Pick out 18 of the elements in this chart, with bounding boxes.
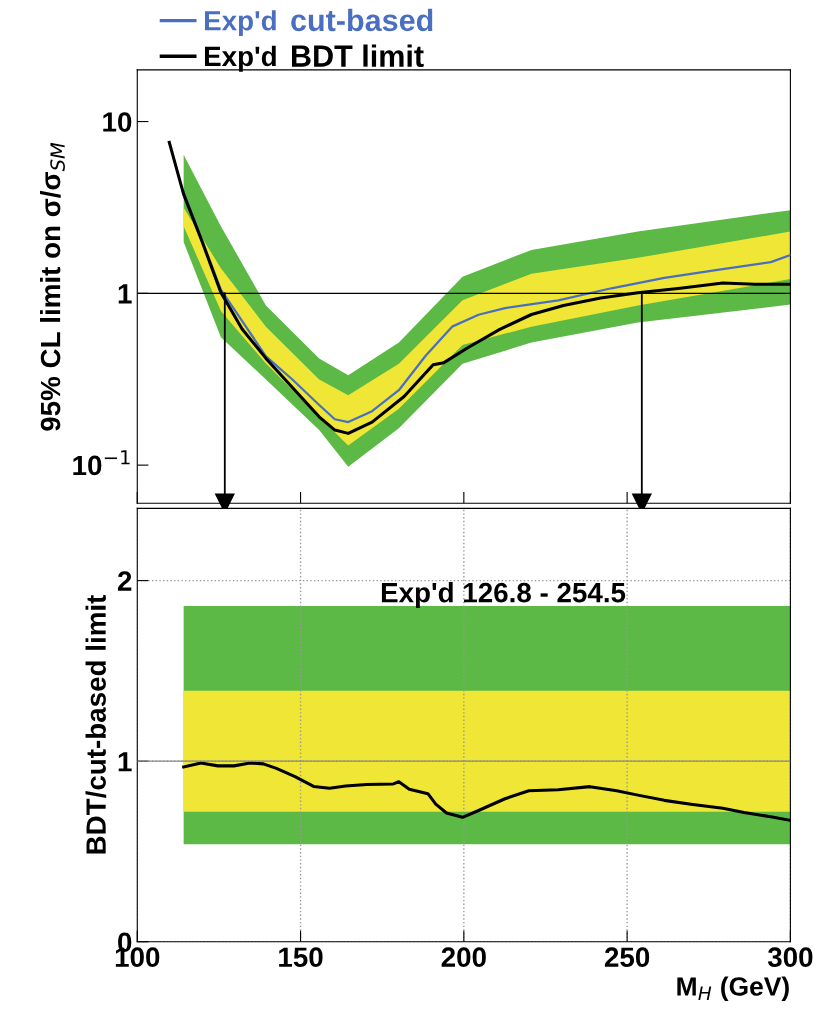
x-tick-label: 300 [767, 947, 813, 968]
x-axis-title: M$_{H}$ (GeV) [677, 976, 789, 1002]
x-tick-label: 250 [604, 947, 650, 968]
y-tick-label: 2 [117, 571, 132, 591]
y-tick-label: 1 [118, 752, 132, 772]
text: cut-based [291, 8, 433, 32]
annotation: Exp'd 126.8 - 254.5 [381, 582, 626, 608]
text: BDT limit [292, 44, 424, 67]
legend-label: Exp'd [204, 10, 276, 37]
line-series [182, 190, 791, 424]
x-tick-label: 150 [279, 947, 323, 968]
y-axis-title: BDT/cut-based limit [85, 594, 107, 854]
y-tick-label: 10$^{−1}$ [73, 450, 130, 476]
y-tick-label: 10 [103, 112, 132, 132]
legend-label: Exp'd [204, 45, 276, 72]
x-tick-label: 200 [441, 947, 486, 968]
y-tick-label: 1 [118, 284, 132, 304]
y-axis-title: 95% CL limit on σ/σ$_{SM}$ [39, 142, 65, 431]
